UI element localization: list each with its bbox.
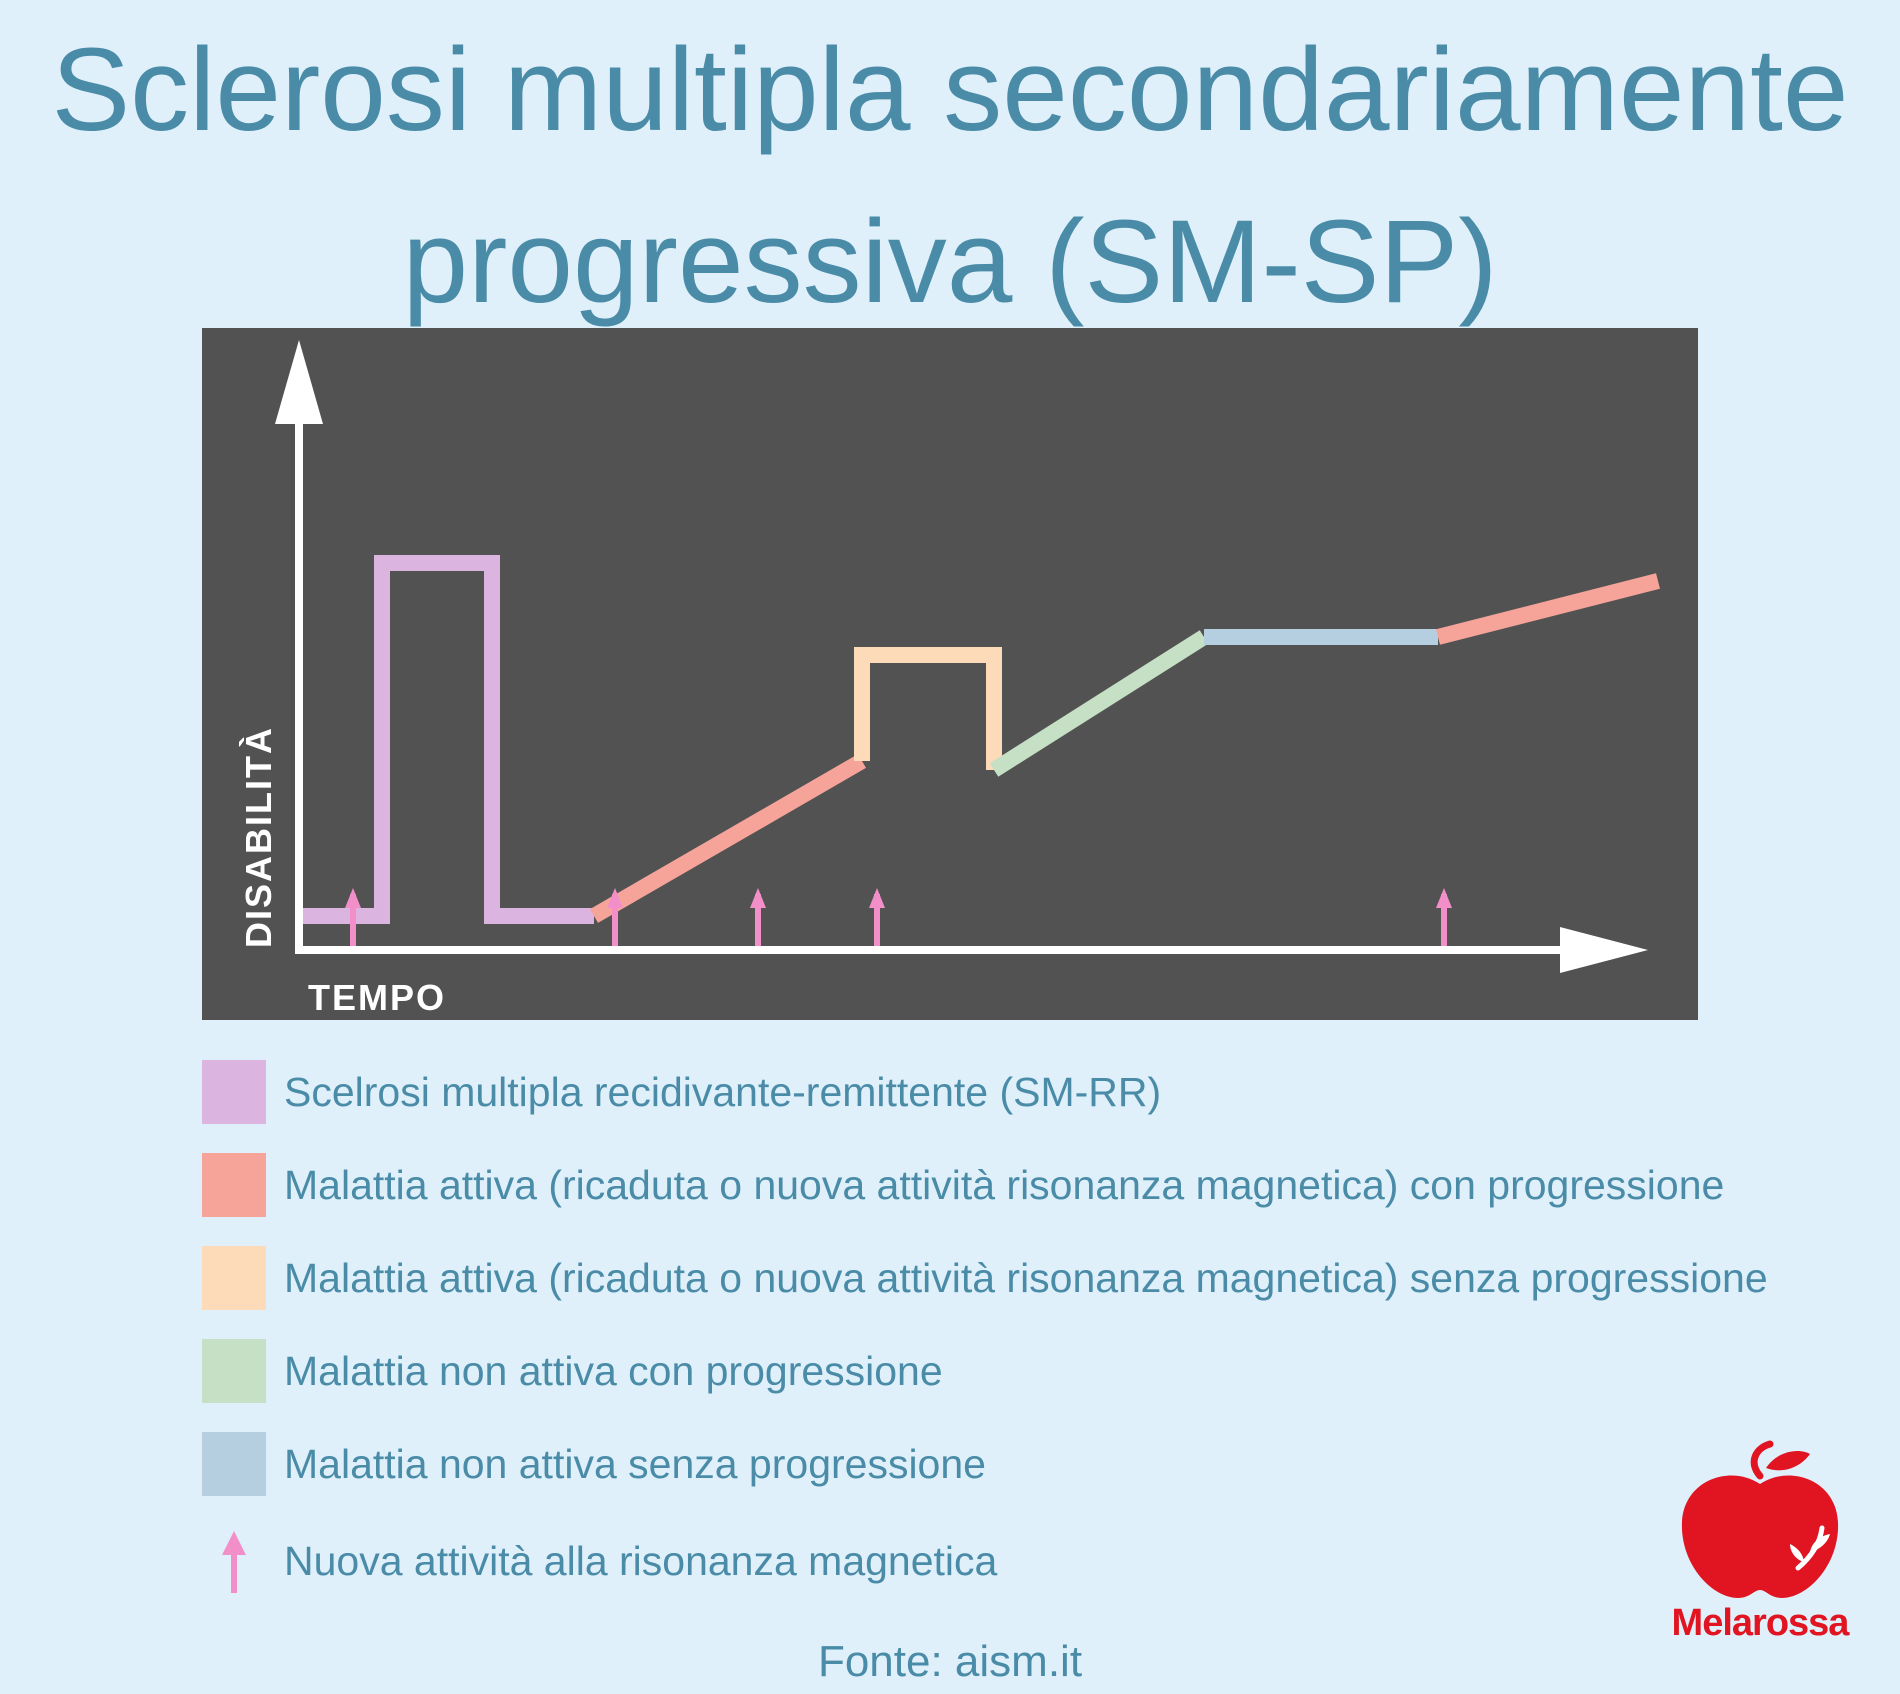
legend-item-active-progression: Malattia attiva (ricaduta o nuova attivi… [202, 1151, 1882, 1219]
apple-icon [1681, 1440, 1839, 1598]
legend-item-sm-rr: Scelrosi multipla recidivante-remittente… [202, 1058, 1882, 1126]
y-axis-label: DISABILITÀ [238, 726, 279, 948]
page-title: Sclerosi multipla secondariamente progre… [0, 4, 1900, 348]
segment-active-progression-2 [1436, 573, 1660, 645]
mri-arrow-icon [750, 888, 766, 946]
segment-sm-rr [303, 555, 594, 924]
mri-arrow-icon [345, 888, 361, 946]
legend-label: Nuova attività alla risonanza magnetica [284, 1538, 998, 1584]
x-axis-arrow-icon [1560, 927, 1648, 973]
disability-diagram: DISABILITÀ TEMPO [202, 328, 1698, 1020]
mri-arrow-icon [1436, 888, 1452, 946]
legend-label: Malattia attiva (ricaduta o nuova attivi… [284, 1255, 1768, 1301]
segment-active-no-progression [854, 647, 1002, 770]
legend-label: Malattia non attiva con progressione [284, 1348, 943, 1394]
title-line-2: progressiva (SM-SP) [402, 196, 1498, 328]
legend-swatch [202, 1339, 266, 1403]
x-axis-label: TEMPO [308, 977, 446, 1018]
axes [275, 340, 1648, 973]
melarossa-logo: Melarossa [1660, 1440, 1860, 1650]
source-credit: Fonte: aism.it [817, 1637, 1083, 1686]
mri-markers [345, 888, 1452, 946]
title-line-1: Sclerosi multipla secondariamente [51, 24, 1849, 156]
legend-item-mri-activity: Nuova attività alla risonanza magnetica [202, 1527, 1882, 1595]
legend-swatch [202, 1246, 266, 1310]
legend-item-active-no-progression: Malattia attiva (ricaduta o nuova attivi… [202, 1244, 1882, 1312]
legend-swatch [202, 1060, 266, 1124]
legend-label: Malattia non attiva senza progressione [284, 1441, 986, 1487]
mri-arrow-icon [869, 888, 885, 946]
legend-item-inactive-no-progression: Malattia non attiva senza progressione [202, 1430, 1882, 1498]
legend-swatch [202, 1432, 266, 1496]
up-arrow-icon [222, 1531, 246, 1593]
legend-label: Malattia attiva (ricaduta o nuova attivi… [284, 1162, 1725, 1208]
legend-label: Scelrosi multipla recidivante-remittente… [284, 1069, 1162, 1115]
mri-arrow-icon [607, 888, 623, 946]
logo-text: Melarossa [1671, 1602, 1850, 1644]
y-axis-arrow-icon [275, 340, 323, 424]
segment-inactive-progression [989, 630, 1209, 777]
segment-active-progression-1 [589, 754, 867, 923]
legend-swatch [202, 1153, 266, 1217]
legend-item-inactive-progression: Malattia non attiva con progressione [202, 1337, 1882, 1405]
diagram-canvas: DISABILITÀ TEMPO [238, 340, 1660, 1018]
